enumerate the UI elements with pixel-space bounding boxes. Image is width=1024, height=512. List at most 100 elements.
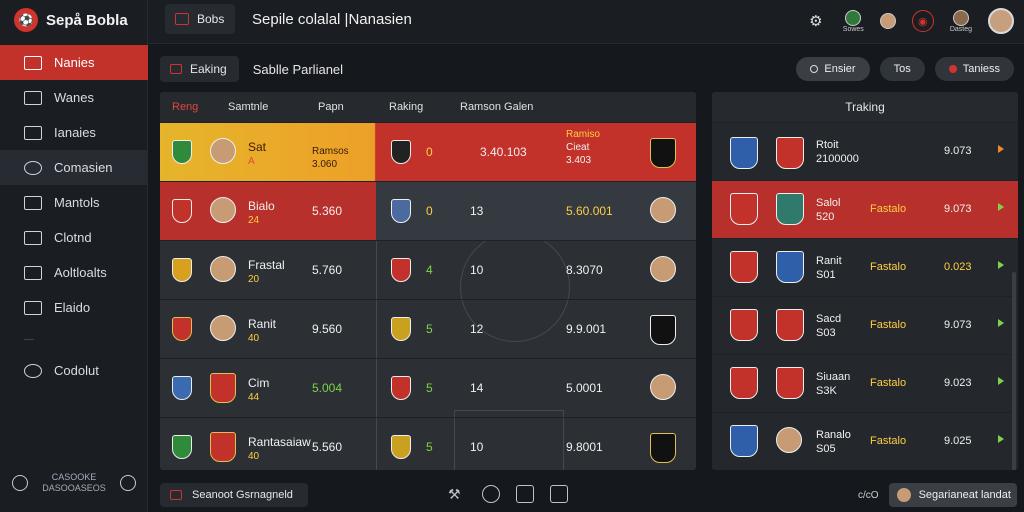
sidebar-item-clotnd[interactable]: Clotnd — [0, 220, 148, 255]
row-n: 0 — [426, 145, 433, 159]
row-score: 5.004 — [312, 381, 343, 395]
col-samtnle[interactable]: Samtnle — [228, 101, 269, 113]
team-crest-icon — [650, 433, 676, 463]
team-crest-icon — [391, 199, 411, 223]
row-right-top: 8.3070 — [566, 263, 603, 277]
team-crest-icon — [172, 199, 192, 223]
sidebar-item-label: Nanies — [54, 55, 95, 70]
subbar-actions: Ensier Tos Taniess — [796, 57, 1014, 81]
trend-arrow-icon — [998, 435, 1004, 443]
team-crest-icon — [730, 137, 758, 169]
table-row[interactable]: Bialo 24 5.360 0 13 5.60.001 — [160, 181, 696, 241]
ranking-row[interactable]: Ranalo S05 Fastalo 9.025 — [712, 412, 1018, 470]
share-icon — [24, 195, 42, 210]
account-icon[interactable] — [12, 475, 28, 491]
sidebar-nav: Nanies Wanes Ianaies Comasien Mantols Cl… — [0, 45, 148, 388]
sidebar-item-label: Mantols — [54, 195, 100, 210]
team-crest-icon — [776, 309, 804, 341]
table-row[interactable]: Frastal 20 5.760 4 10 8.3070 — [160, 240, 696, 299]
sidebar-item-wanes[interactable]: Wanes — [0, 80, 148, 115]
ensier-button[interactable]: Ensier — [796, 57, 870, 81]
row-right-mid: Cieat — [566, 142, 590, 153]
sidebar-item-elaido[interactable]: Elaido — [0, 290, 148, 325]
tool-icon[interactable]: ⚒ — [448, 486, 461, 502]
sidebar-item-nanies[interactable]: Nanies — [0, 45, 148, 80]
settings-icon[interactable]: ⚙ — [809, 13, 823, 30]
tos-button[interactable]: Tos — [879, 57, 925, 81]
user-avatar[interactable] — [988, 8, 1014, 34]
col-rang[interactable]: Reng — [172, 101, 199, 113]
sidebar-item-ianaies[interactable]: Ianaies — [0, 115, 148, 150]
ranking-scrollbar[interactable] — [1012, 272, 1016, 470]
table-row[interactable]: Cim 44 5.004 5 14 5.0001 — [160, 358, 696, 417]
calendar-icon — [24, 230, 42, 245]
team-crest-icon — [172, 435, 192, 459]
col-papn[interactable]: Papn — [318, 101, 344, 113]
chart-icon — [24, 125, 42, 140]
row-right-half — [376, 182, 696, 241]
table-row[interactable]: Sat A Ramsos 3.060 0 3.40.103 Ramiso Cie… — [160, 122, 696, 181]
team-crest-icon — [391, 140, 411, 164]
rank-label: Fastalo — [870, 319, 907, 331]
team-crest-icon — [172, 140, 192, 164]
row-right-bot: 3.403 — [566, 155, 592, 166]
sidebar-footer: CASOOKE DASOOASEOS — [12, 472, 136, 494]
row-score: 5.560 — [312, 440, 343, 454]
team-crest-icon — [730, 425, 758, 457]
trophy-badge[interactable]: Dasteg — [950, 9, 972, 33]
ranking-row[interactable]: Rtoit 2100000 9.073 — [712, 122, 1018, 180]
player-avatar — [210, 138, 236, 164]
topbar-icons: ⚙ Sowes ◉ Dasteg — [805, 4, 1014, 38]
table-header: Reng Samtnle Papn Raking Ramson Galen — [160, 92, 696, 122]
standings-table: Reng Samtnle Papn Raking Ramson Galen Sa… — [160, 92, 696, 470]
ball-icon — [845, 9, 862, 26]
row-n: 0 — [426, 204, 433, 218]
row-score: 5.760 — [312, 263, 343, 277]
rank-label: Fastalo — [870, 261, 907, 273]
table-row[interactable]: Ranit 40 9.560 5 12 9.9.001 — [160, 299, 696, 358]
player-avatar — [210, 315, 236, 341]
sidebar-item-comasien[interactable]: Comasien — [0, 150, 148, 185]
target-icon[interactable]: ◉ — [911, 10, 934, 32]
row-sub: A — [248, 156, 255, 167]
ranking-row[interactable]: Sacd S03 Fastalo 9.073 — [712, 296, 1018, 354]
sidebar-divider: — — [24, 333, 34, 345]
table-row[interactable]: Rantasaiaw 40 5.560 5 10 9.8001 — [160, 417, 696, 470]
sidebar-item-codolut[interactable]: Codolut — [0, 353, 148, 388]
grid-icon[interactable] — [516, 485, 534, 503]
rank-value: 9.023 — [944, 377, 972, 389]
settings-small-icon[interactable] — [120, 475, 136, 491]
top-tab-bobs[interactable]: Bobs — [165, 4, 235, 34]
brand[interactable]: ⚽ Sepå Bobla — [14, 6, 128, 34]
tab-icon — [175, 13, 189, 25]
ranking-row[interactable]: Siuaan S3K Fastalo 9.023 — [712, 354, 1018, 412]
ranking-row[interactable]: Ranit S01 Fastalo 0.023 — [712, 238, 1018, 296]
bottom-right-area: c/cO Segarianeat landat — [858, 483, 1017, 507]
team-crest-icon — [210, 432, 236, 462]
col-ramson[interactable]: Ramson Galen — [460, 101, 534, 113]
toggle-icon — [810, 65, 819, 73]
sidebar-item-mantols[interactable]: Mantols — [0, 185, 148, 220]
taniess-button[interactable]: Taniess — [934, 57, 1014, 81]
globe-icon[interactable] — [482, 485, 500, 503]
row-val: 10 — [470, 263, 484, 277]
bottom-right-small: c/cO — [858, 489, 879, 501]
team-crest-icon — [776, 251, 804, 283]
sidebar-item-aoltloalts[interactable]: Aoltloalts — [0, 255, 148, 290]
row-score: 9.560 — [312, 322, 343, 336]
bottom-right-button[interactable]: Segarianeat landat — [888, 483, 1017, 507]
row-name: Cim — [248, 376, 270, 390]
ranking-chip[interactable]: Eaking — [160, 56, 239, 82]
taniess-label: Taniess — [962, 63, 1000, 75]
player-badge[interactable] — [879, 13, 896, 29]
row-sub: 20 — [248, 274, 260, 285]
bottom-left-button[interactable]: Seanoot Gsrnagneld — [160, 483, 308, 507]
col-raking[interactable]: Raking — [389, 101, 424, 113]
player-avatar — [210, 256, 236, 282]
team-crest-icon — [172, 258, 192, 282]
ball-badge[interactable]: Sowes — [843, 9, 864, 33]
team-crest-icon — [172, 317, 192, 341]
ranking-row[interactable]: Salol 520 Fastalo 9.073 — [712, 180, 1018, 238]
trend-arrow-icon — [998, 377, 1004, 385]
image-icon[interactable] — [550, 485, 568, 503]
